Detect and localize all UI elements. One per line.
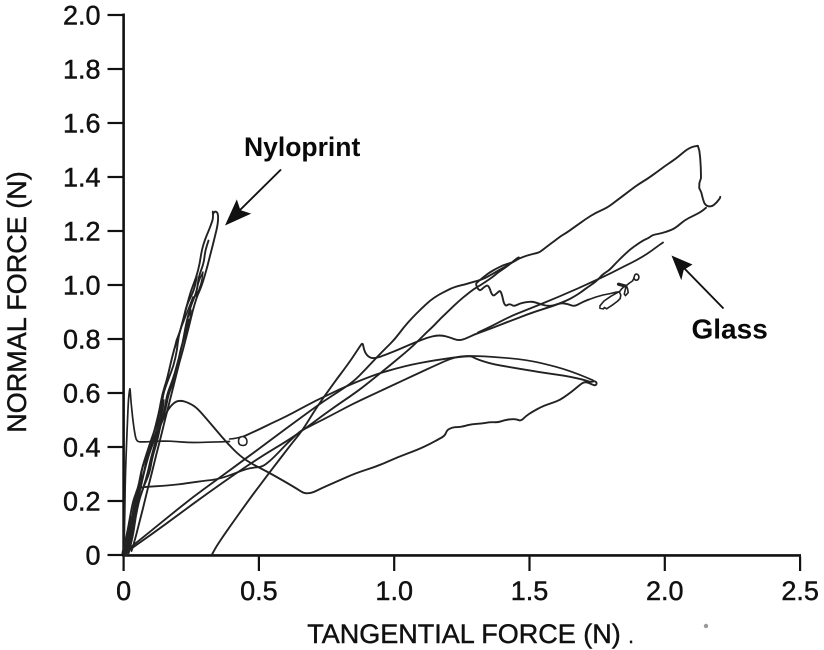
svg-text:1.4: 1.4	[63, 163, 101, 193]
svg-text:1.5: 1.5	[511, 576, 549, 606]
svg-text:Nyloprint: Nyloprint	[244, 132, 360, 162]
svg-text:0: 0	[85, 541, 100, 571]
svg-text:1.8: 1.8	[63, 55, 101, 85]
svg-text:1.0: 1.0	[375, 576, 413, 606]
svg-text:2.0: 2.0	[646, 576, 684, 606]
svg-text:0: 0	[116, 576, 131, 606]
svg-text:1.0: 1.0	[63, 271, 101, 301]
svg-text:NORMAL FORCE (N): NORMAL FORCE (N)	[2, 171, 32, 433]
svg-text:2.5: 2.5	[781, 576, 819, 606]
svg-text:1.6: 1.6	[63, 109, 101, 139]
svg-text:0.5: 0.5	[240, 576, 278, 606]
svg-text:TANGENTIAL FORCE (N) .: TANGENTIAL FORCE (N) .	[307, 619, 634, 649]
svg-text:0.6: 0.6	[63, 379, 101, 409]
svg-text:0.8: 0.8	[63, 325, 101, 355]
svg-text:1.2: 1.2	[63, 217, 101, 247]
svg-text:0.4: 0.4	[63, 433, 101, 463]
svg-text:0.2: 0.2	[63, 487, 101, 517]
svg-text:2.0: 2.0	[63, 1, 101, 31]
svg-text:Glass: Glass	[692, 314, 768, 345]
